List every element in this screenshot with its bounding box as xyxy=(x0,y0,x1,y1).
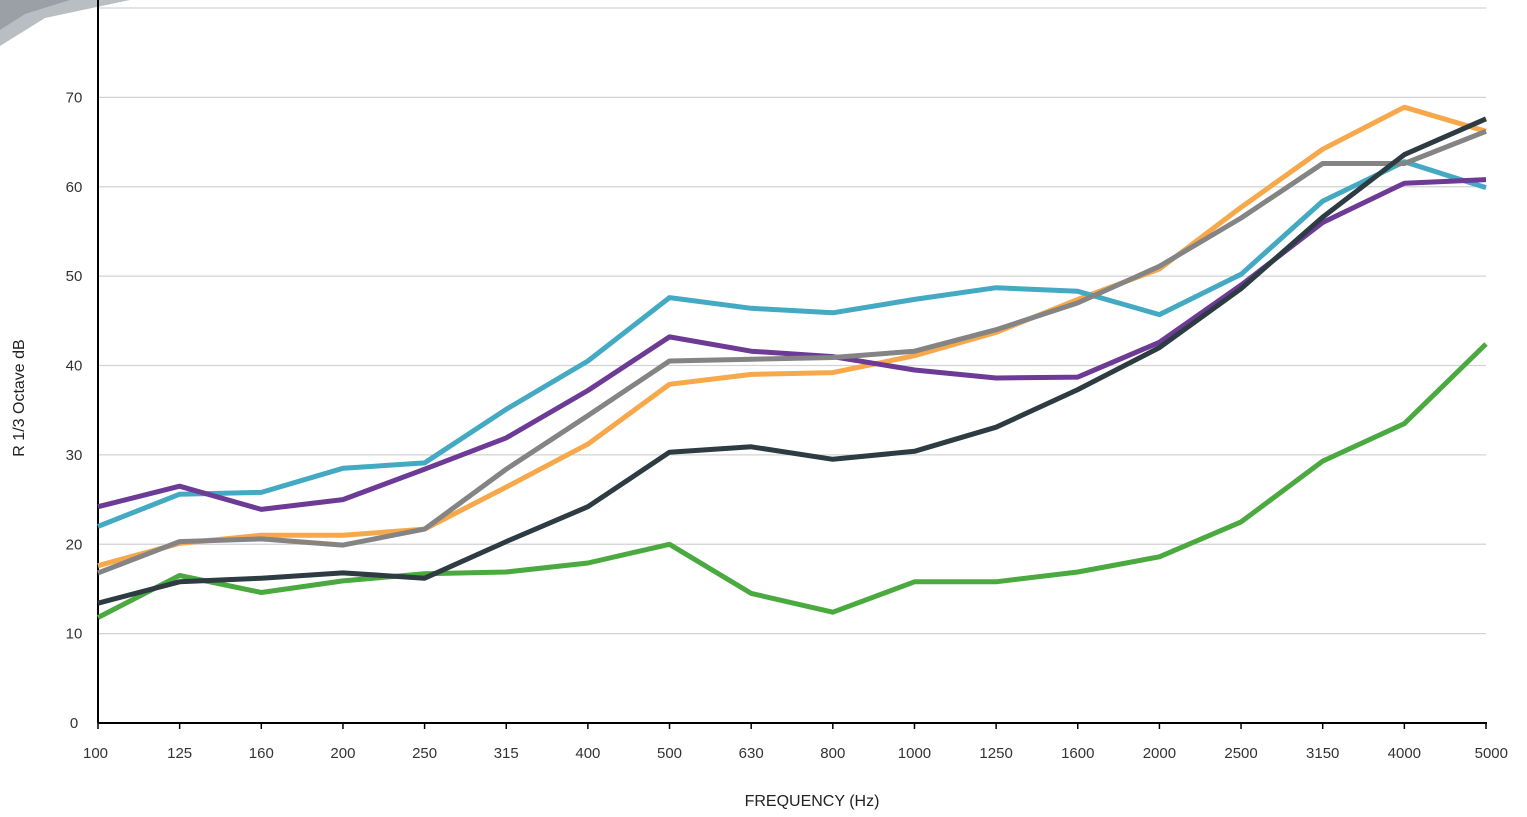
series-line-1 xyxy=(96,342,1488,620)
y-tick-label: 50 xyxy=(66,268,83,285)
y-axis-title: R 1/3 Octave dB xyxy=(11,339,28,456)
x-tick-label: 160 xyxy=(249,745,274,762)
gridlines xyxy=(98,7,1486,635)
x-tick-label: 4000 xyxy=(1388,745,1421,762)
series-line-3 xyxy=(97,159,1487,529)
x-tick-label: 5000 xyxy=(1475,745,1508,762)
x-tick-label: 250 xyxy=(412,745,437,762)
x-tick-label: 1600 xyxy=(1061,745,1094,762)
x-tick-label: 630 xyxy=(739,745,764,762)
x-tick-label: 125 xyxy=(167,745,192,762)
x-tick-labels: 100 125 160 200 250 315 400 500 630 800 1000 1250 16… xyxy=(83,745,1508,762)
x-tick-label: 2000 xyxy=(1143,745,1176,762)
series-line-6 xyxy=(97,116,1488,606)
x-tick-label: 200 xyxy=(330,745,355,762)
series-line-2 xyxy=(97,104,1487,569)
x-tick-label: 100 xyxy=(83,745,108,762)
y-tick-label: 30 xyxy=(66,447,83,464)
x-tick-label: 400 xyxy=(575,745,600,762)
x-tick-label: 800 xyxy=(820,745,845,762)
x-tick-label: 1250 xyxy=(979,745,1012,762)
y-tick-label: 20 xyxy=(66,536,83,553)
axes xyxy=(97,0,1487,729)
y-tick-label: 60 xyxy=(66,179,83,196)
series-line-4 xyxy=(97,177,1487,512)
y-tick-label: 40 xyxy=(66,358,83,375)
y-tick-label: 0 xyxy=(70,715,78,732)
x-tick-label: 1000 xyxy=(898,745,931,762)
series-line-5 xyxy=(97,128,1487,576)
x-tick-label: 3150 xyxy=(1306,745,1339,762)
corner-decoration-shade xyxy=(0,0,70,30)
x-tick-label: 2500 xyxy=(1224,745,1257,762)
series-lines xyxy=(96,104,1488,620)
y-tick-labels: 0 10 20 30 40 50 60 70 xyxy=(66,89,83,732)
y-tick-label: 10 xyxy=(66,626,83,643)
x-axis-title: FREQUENCY (Hz) xyxy=(745,793,880,810)
x-tick-label: 315 xyxy=(494,745,519,762)
y-tick-label: 70 xyxy=(66,89,83,106)
x-tick-label: 500 xyxy=(657,745,682,762)
